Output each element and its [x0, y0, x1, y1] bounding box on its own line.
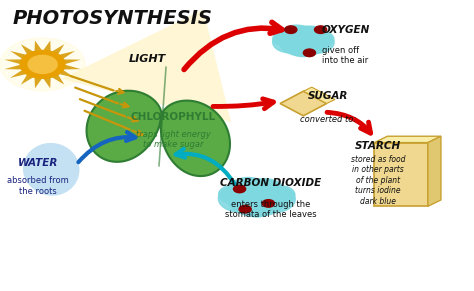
Circle shape	[273, 31, 296, 46]
Circle shape	[227, 179, 287, 217]
Circle shape	[252, 186, 295, 213]
Circle shape	[219, 185, 262, 212]
Text: SUGAR: SUGAR	[308, 91, 348, 101]
Circle shape	[299, 32, 334, 53]
Text: converted to:: converted to:	[300, 115, 356, 124]
Circle shape	[219, 185, 248, 203]
Polygon shape	[61, 9, 231, 122]
Polygon shape	[51, 44, 64, 55]
Polygon shape	[35, 77, 43, 88]
Circle shape	[295, 26, 325, 45]
Text: LIGHT: LIGHT	[129, 54, 166, 64]
Circle shape	[246, 179, 284, 202]
Circle shape	[285, 26, 297, 33]
Polygon shape	[62, 59, 81, 64]
Polygon shape	[10, 51, 27, 59]
Circle shape	[238, 194, 275, 217]
Polygon shape	[4, 59, 23, 64]
Text: OXYGEN: OXYGEN	[322, 25, 370, 35]
Text: STARCH: STARCH	[355, 141, 401, 150]
Circle shape	[266, 186, 295, 204]
Circle shape	[289, 38, 318, 57]
Circle shape	[263, 200, 274, 207]
Text: absorbed from
the roots: absorbed from the roots	[7, 176, 69, 196]
Polygon shape	[374, 136, 441, 143]
Text: CHLOROPHYLL: CHLOROPHYLL	[130, 111, 216, 122]
Text: given off
into the air: given off into the air	[322, 46, 368, 65]
Text: WATER: WATER	[18, 158, 58, 168]
Polygon shape	[87, 91, 230, 176]
Circle shape	[315, 26, 327, 33]
Circle shape	[228, 178, 268, 202]
Polygon shape	[23, 143, 80, 196]
Text: enters through the
stomata of the leaves: enters through the stomata of the leaves	[225, 200, 317, 219]
Circle shape	[310, 32, 334, 46]
Polygon shape	[280, 91, 327, 116]
Circle shape	[20, 51, 65, 78]
Circle shape	[239, 205, 251, 213]
Polygon shape	[4, 64, 23, 70]
Polygon shape	[21, 44, 35, 55]
Polygon shape	[428, 136, 441, 206]
Circle shape	[28, 55, 57, 73]
Polygon shape	[62, 64, 81, 70]
Polygon shape	[58, 51, 75, 59]
Text: stored as food
in other parts
of the plant
turns iodine
dark blue: stored as food in other parts of the pla…	[351, 155, 405, 205]
Text: PHOTOSYNTHESIS: PHOTOSYNTHESIS	[12, 9, 212, 29]
Circle shape	[0, 38, 85, 91]
Polygon shape	[43, 40, 51, 52]
Polygon shape	[303, 87, 335, 104]
Text: traps light energy
to make sugar: traps light energy to make sugar	[136, 130, 210, 149]
Polygon shape	[58, 70, 75, 78]
Polygon shape	[51, 74, 64, 85]
Polygon shape	[374, 143, 428, 206]
Circle shape	[273, 31, 308, 53]
Circle shape	[303, 49, 316, 56]
Polygon shape	[10, 70, 27, 78]
Polygon shape	[21, 74, 35, 85]
Circle shape	[281, 25, 312, 45]
Circle shape	[234, 185, 246, 193]
Text: CARBON DIOXIDE: CARBON DIOXIDE	[220, 178, 321, 188]
Polygon shape	[35, 40, 43, 52]
Circle shape	[279, 26, 328, 56]
Polygon shape	[43, 77, 51, 88]
